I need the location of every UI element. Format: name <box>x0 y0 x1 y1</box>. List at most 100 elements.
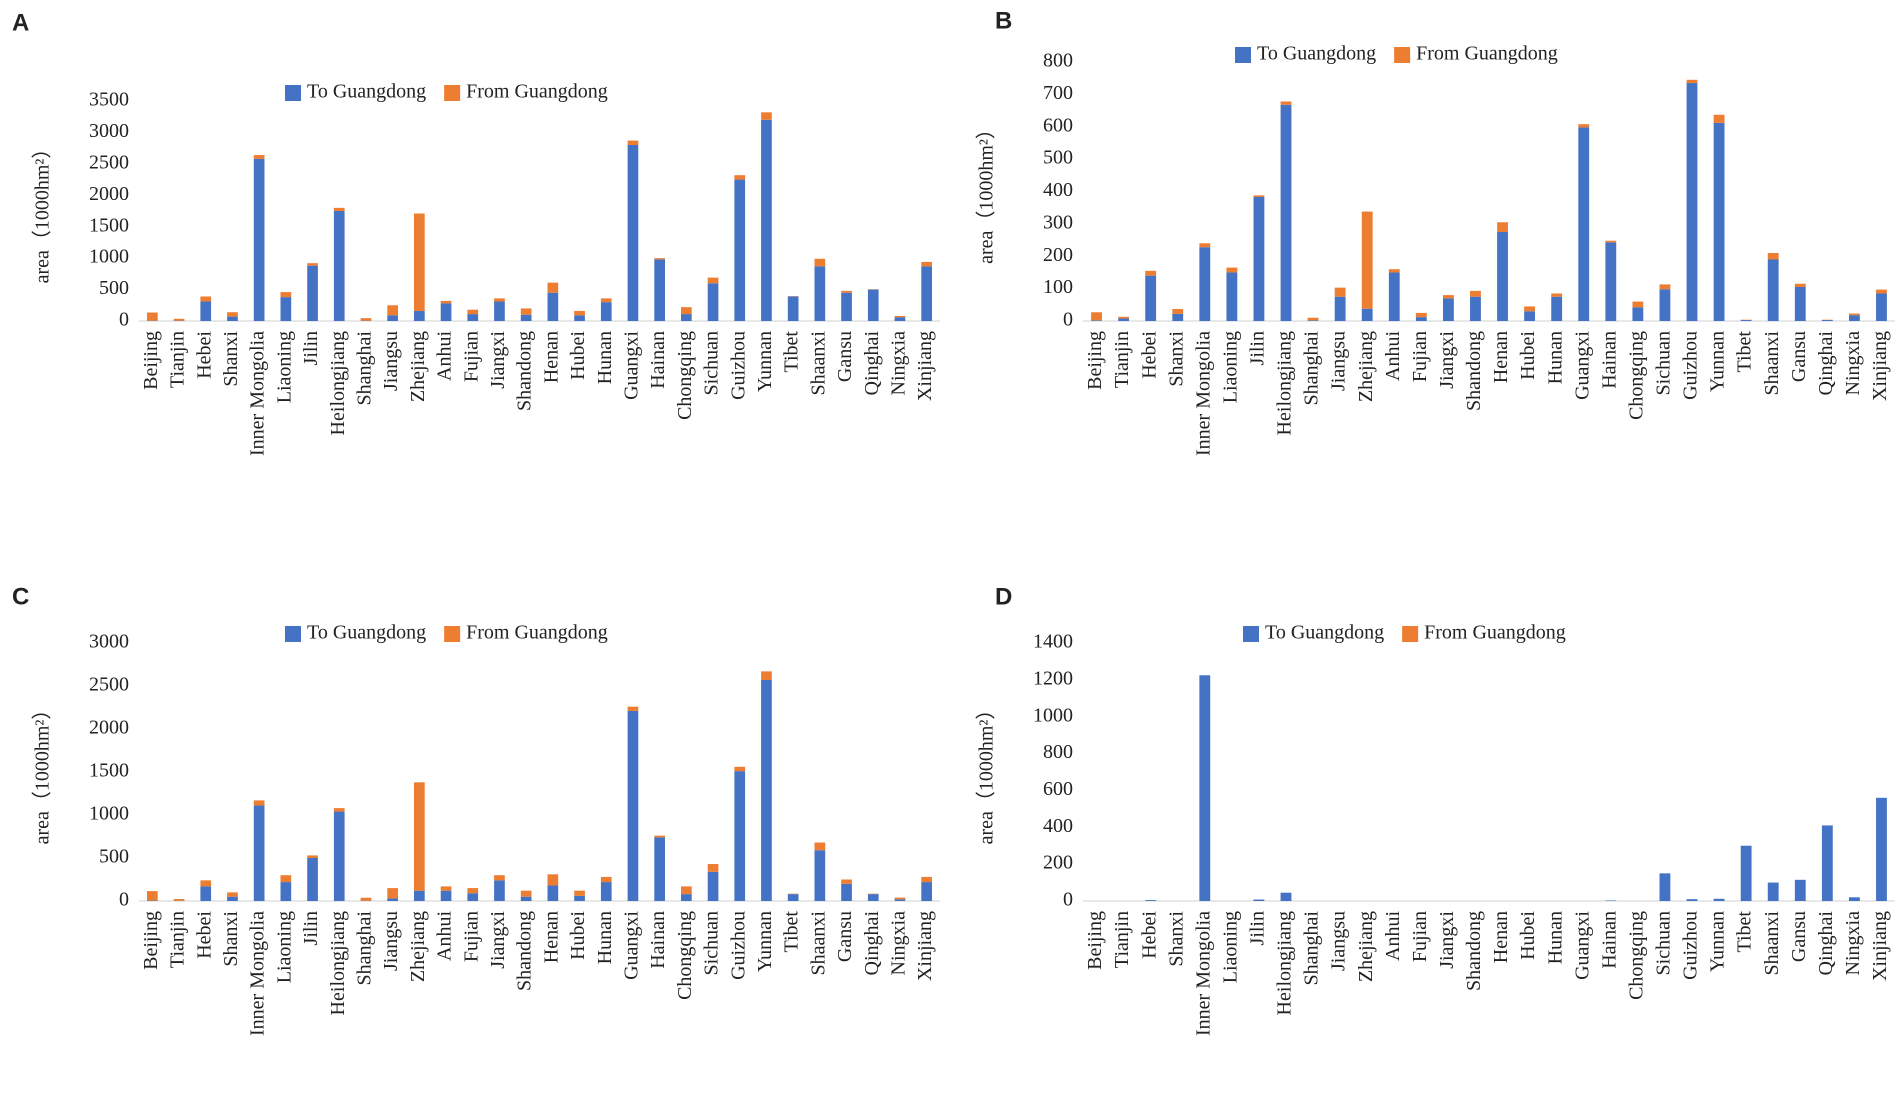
bar-segment <box>200 880 212 887</box>
x-tick-label: Liaoning <box>273 911 295 983</box>
bar-segment <box>1497 222 1508 232</box>
bar-segment <box>627 145 639 321</box>
y-tick-label: 1000 <box>89 803 129 825</box>
bar-segment <box>1253 197 1265 321</box>
legend-swatch <box>1402 626 1419 642</box>
bar-segment <box>1740 320 1752 321</box>
x-tick-label: Shaanxi <box>1761 331 1783 396</box>
x-tick-label: Guangxi <box>1571 911 1593 980</box>
bar-segment <box>1226 267 1238 273</box>
bar-segment <box>707 864 719 872</box>
legend-label: From Guangdong <box>1424 622 1566 644</box>
x-tick-label: Jiangxi <box>1436 911 1458 969</box>
x-tick-label: Hainan <box>1598 331 1620 389</box>
x-tick-label: Jiangxi <box>487 911 509 969</box>
x-tick-label: Beijing <box>1084 911 1106 970</box>
x-tick-label: Zhejiang <box>1355 331 1377 402</box>
bar-segment <box>1713 898 1725 901</box>
x-tick-label: Fujian <box>1409 911 1431 962</box>
y-tick-label: 800 <box>1043 50 1073 72</box>
bar-segment <box>1713 122 1725 322</box>
bar-segment <box>200 296 212 302</box>
bar-segment <box>867 289 879 321</box>
bar-segment <box>707 283 719 321</box>
bar-segment <box>520 308 532 315</box>
x-tick-label: Heilongjiang <box>327 331 349 435</box>
bar-segment <box>1876 797 1887 901</box>
x-tick-label: Jiangsu <box>380 911 402 971</box>
x-tick-label: Beijing <box>140 331 162 390</box>
y-tick-label: 500 <box>99 277 129 299</box>
bar-segment <box>921 266 932 321</box>
bar-segment <box>280 292 292 298</box>
bar-segment <box>1442 295 1454 299</box>
bar-segment <box>574 895 585 901</box>
bar-segment <box>440 303 452 321</box>
y-tick-label: 2500 <box>89 674 129 696</box>
x-tick-label: Hebei <box>193 331 215 379</box>
bar-segment <box>414 213 425 311</box>
legend-label: To Guangdong <box>307 622 426 644</box>
bar-segment <box>734 771 746 901</box>
x-tick-label: Shandong <box>514 331 536 411</box>
x-tick-label: Shandong <box>1463 911 1485 991</box>
bar-segment <box>707 871 719 901</box>
bar-segment <box>280 882 292 901</box>
x-tick-label: Fujian <box>1409 331 1431 382</box>
x-tick-label: Sichuan <box>701 911 723 975</box>
bar-segment <box>440 890 452 901</box>
bar-segment <box>600 882 612 901</box>
bar-segment <box>227 312 238 317</box>
bar-segment <box>921 261 932 267</box>
x-tick-label: Qinghai <box>1815 911 1837 976</box>
legend-swatch <box>1243 626 1259 642</box>
y-tick-label: 0 <box>119 889 129 911</box>
y-tick-label: 1500 <box>89 214 129 236</box>
y-tick-label: 2500 <box>89 151 129 173</box>
bar-segment <box>1605 240 1617 243</box>
bar-segment <box>467 309 479 315</box>
bar-segment <box>600 302 612 321</box>
x-tick-label: Hainan <box>647 331 669 389</box>
y-tick-label: 600 <box>1043 114 1073 136</box>
bar-segment <box>1361 308 1373 321</box>
bar-segment <box>547 292 559 321</box>
panel-label: C <box>12 583 29 610</box>
bar-segment <box>467 888 479 894</box>
bar-segment <box>654 837 665 901</box>
bar-segment <box>307 855 318 858</box>
bar-segment <box>894 317 906 321</box>
x-tick-label: Shanxi <box>1165 331 1187 387</box>
bar-segment <box>414 890 425 901</box>
x-tick-label: Henan <box>1490 331 1512 383</box>
bar-segment <box>921 882 932 901</box>
bar-segment <box>1848 313 1860 316</box>
y-tick-label: 0 <box>1063 309 1073 331</box>
x-tick-label: Shanghai <box>1301 911 1323 986</box>
y-tick-label: 500 <box>99 846 129 868</box>
x-tick-label: Yunnan <box>754 911 776 972</box>
bar-segment <box>147 891 158 901</box>
bar-segment <box>574 890 585 896</box>
bar-segment <box>1578 124 1590 128</box>
x-tick-label: Jilin <box>1247 911 1269 945</box>
x-tick-label: Inner Mongolia <box>247 331 269 456</box>
bar-segment <box>467 893 479 901</box>
bar-segment <box>253 155 265 159</box>
legend-swatch <box>1235 47 1251 63</box>
x-tick-label: Tibet <box>1734 911 1756 953</box>
y-tick-label: 100 <box>1043 276 1073 298</box>
bar-segment <box>1280 104 1292 321</box>
bar-segment <box>1172 309 1184 314</box>
x-tick-label: Guizhou <box>1680 331 1702 400</box>
bar-segment <box>1632 301 1644 308</box>
x-tick-label: Jilin <box>1247 331 1269 365</box>
x-tick-label: Ningxia <box>1842 911 1864 976</box>
bar-segment <box>1253 899 1265 901</box>
bar-segment <box>1848 315 1860 321</box>
x-tick-label: Fujian <box>460 911 482 962</box>
legend-label: From Guangdong <box>1416 43 1558 65</box>
bar-segment <box>280 875 292 883</box>
x-tick-label: Hebei <box>1138 331 1160 379</box>
bar-segment <box>494 298 505 302</box>
